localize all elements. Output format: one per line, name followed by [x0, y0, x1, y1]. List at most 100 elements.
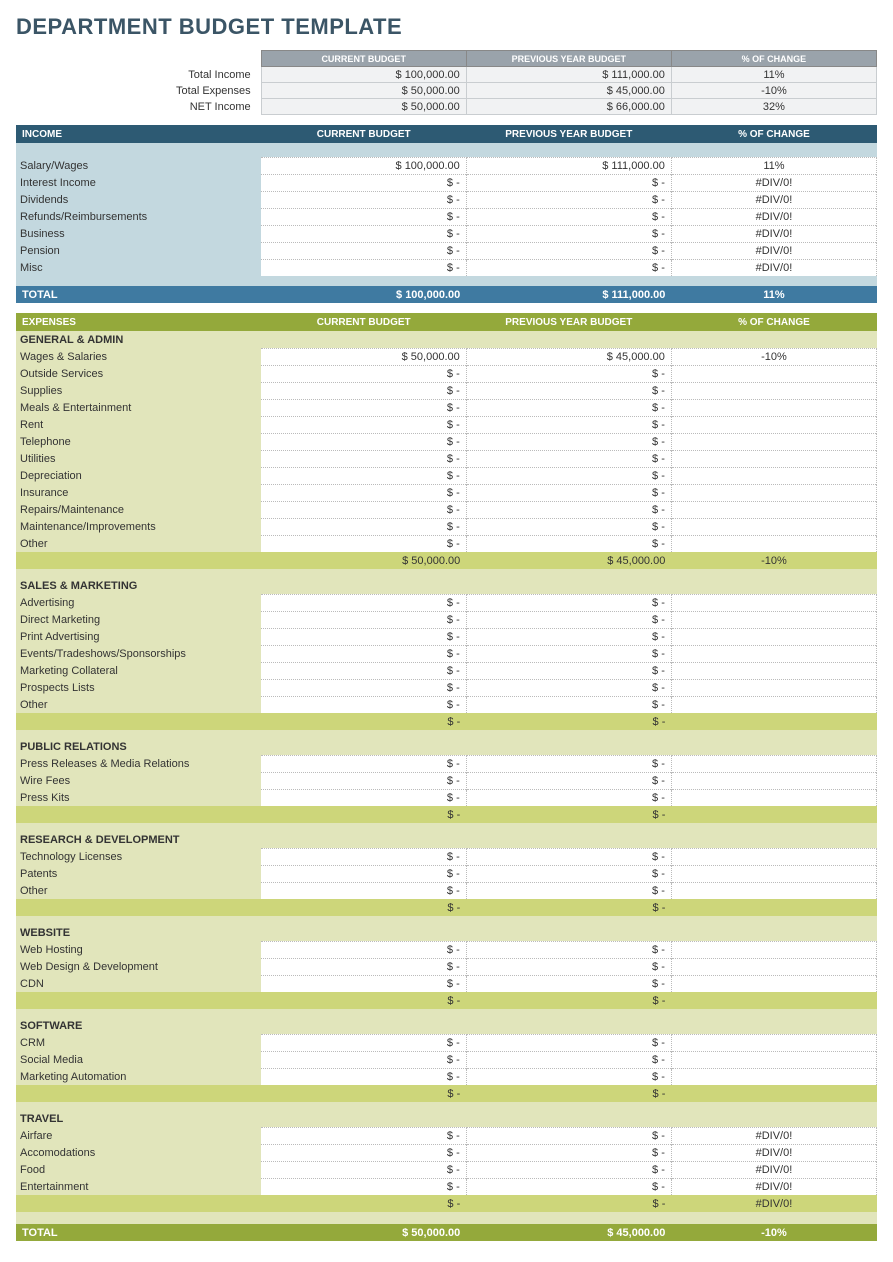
income-row-label: Salary/Wages [16, 157, 261, 174]
expense-row-label: Patents [16, 865, 261, 882]
summary-head-change: % OF CHANGE [671, 51, 876, 67]
expense-row-previous: $ - [466, 1034, 671, 1051]
expense-row-current: $ - [261, 679, 466, 696]
expense-row: Depreciation$ -$ - [16, 467, 877, 484]
expense-row-current: $ - [261, 450, 466, 467]
expense-row-current: $ - [261, 1051, 466, 1068]
expense-row: Utilities$ -$ - [16, 450, 877, 467]
income-row-label: Refunds/Reimbursements [16, 208, 261, 225]
expense-group-name: GENERAL & ADMIN [16, 331, 261, 348]
expense-row-label: Depreciation [16, 467, 261, 484]
expenses-head-previous: PREVIOUS YEAR BUDGET [466, 313, 671, 331]
expense-group-name: TRAVEL [16, 1110, 261, 1127]
expense-subtotal-previous: $ - [466, 992, 671, 1009]
income-total-change: 11% [671, 286, 876, 303]
expense-row-label: Technology Licenses [16, 848, 261, 865]
expense-row: Events/Tradeshows/Sponsorships$ -$ - [16, 645, 877, 662]
expense-row-change [671, 1051, 876, 1068]
summary-row: Total Income$ 100,000.00$ 111,000.0011% [16, 67, 877, 83]
expense-subtotal-label [16, 806, 261, 823]
expense-row-previous: $ - [466, 399, 671, 416]
income-row-change: #DIV/0! [671, 242, 876, 259]
expense-subtotal-change [671, 899, 876, 916]
expense-row: Patents$ -$ - [16, 865, 877, 882]
expense-row-label: Utilities [16, 450, 261, 467]
expense-row-label: Outside Services [16, 365, 261, 382]
expense-row-current: $ - [261, 645, 466, 662]
expense-row: Direct Marketing$ -$ - [16, 611, 877, 628]
expense-row-change [671, 594, 876, 611]
expense-row: Maintenance/Improvements$ -$ - [16, 518, 877, 535]
expense-subtotal: $ -$ - [16, 713, 877, 730]
expense-row-label: Press Releases & Media Relations [16, 755, 261, 772]
expense-row-previous: $ - [466, 433, 671, 450]
expense-row: Wire Fees$ -$ - [16, 772, 877, 789]
expense-row: Accomodations$ -$ -#DIV/0! [16, 1144, 877, 1161]
expense-row-change [671, 696, 876, 713]
income-row-label: Business [16, 225, 261, 242]
expense-row-label: Prospects Lists [16, 679, 261, 696]
income-row: Salary/Wages$ 100,000.00$ 111,000.0011% [16, 157, 877, 174]
expense-row-current: $ 50,000.00 [261, 348, 466, 365]
expense-row-label: Direct Marketing [16, 611, 261, 628]
expense-row: Press Kits$ -$ - [16, 789, 877, 806]
expense-row-previous: $ - [466, 416, 671, 433]
expense-row-change [671, 467, 876, 484]
expense-subtotal-label [16, 1085, 261, 1102]
expense-row-label: Food [16, 1161, 261, 1178]
expense-row-label: Rent [16, 416, 261, 433]
expense-row-label: CDN [16, 975, 261, 992]
expense-group-name: WEBSITE [16, 924, 261, 941]
expense-row-previous: $ - [466, 958, 671, 975]
expenses-head-change: % OF CHANGE [671, 313, 876, 331]
expense-row: Supplies$ -$ - [16, 382, 877, 399]
expense-row-current: $ - [261, 755, 466, 772]
expense-row-previous: $ - [466, 365, 671, 382]
expense-row-label: Marketing Automation [16, 1068, 261, 1085]
expense-group-header: PUBLIC RELATIONS [16, 738, 877, 755]
expense-subtotal-previous: $ - [466, 1085, 671, 1102]
expense-subtotal-label [16, 899, 261, 916]
expense-group-header: TRAVEL [16, 1110, 877, 1127]
expense-subtotal: $ -$ - [16, 1085, 877, 1102]
expense-subtotal-current: $ - [261, 1195, 466, 1212]
expense-subtotal: $ -$ - [16, 992, 877, 1009]
expense-row-current: $ - [261, 975, 466, 992]
expense-row-previous: $ - [466, 611, 671, 628]
expense-row-label: Repairs/Maintenance [16, 501, 261, 518]
summary-current: $ 50,000.00 [261, 83, 466, 99]
income-total-current: $ 100,000.00 [261, 286, 466, 303]
expense-row-previous: $ - [466, 1127, 671, 1144]
expense-row-previous: $ - [466, 662, 671, 679]
income-row-change: 11% [671, 157, 876, 174]
expense-row-previous: $ 45,000.00 [466, 348, 671, 365]
expense-row-change [671, 611, 876, 628]
income-row-change: #DIV/0! [671, 191, 876, 208]
expense-row-change [671, 882, 876, 899]
expense-subtotal-current: $ - [261, 806, 466, 823]
summary-label: NET Income [16, 99, 261, 115]
expense-subtotal-label [16, 1195, 261, 1212]
expense-row-current: $ - [261, 1161, 466, 1178]
expense-row-change [671, 628, 876, 645]
expense-row: Press Releases & Media Relations$ -$ - [16, 755, 877, 772]
expense-row: Advertising$ -$ - [16, 594, 877, 611]
expense-row: Entertainment$ -$ -#DIV/0! [16, 1178, 877, 1195]
expense-subtotal-change: #DIV/0! [671, 1195, 876, 1212]
expense-row: Outside Services$ -$ - [16, 365, 877, 382]
expense-row-previous: $ - [466, 467, 671, 484]
expense-row-label: Other [16, 535, 261, 552]
expense-subtotal-previous: $ - [466, 713, 671, 730]
page-title: DEPARTMENT BUDGET TEMPLATE [16, 14, 877, 40]
expense-row-current: $ - [261, 594, 466, 611]
expense-row-change [671, 958, 876, 975]
expense-row-previous: $ - [466, 382, 671, 399]
income-total-previous: $ 111,000.00 [466, 286, 671, 303]
expense-row-change [671, 941, 876, 958]
expense-row: Other$ -$ - [16, 696, 877, 713]
income-row-current: $ - [261, 174, 466, 191]
expense-row: Social Media$ -$ - [16, 1051, 877, 1068]
expense-row-change [671, 645, 876, 662]
expense-row-change [671, 416, 876, 433]
expense-subtotal: $ -$ -#DIV/0! [16, 1195, 877, 1212]
